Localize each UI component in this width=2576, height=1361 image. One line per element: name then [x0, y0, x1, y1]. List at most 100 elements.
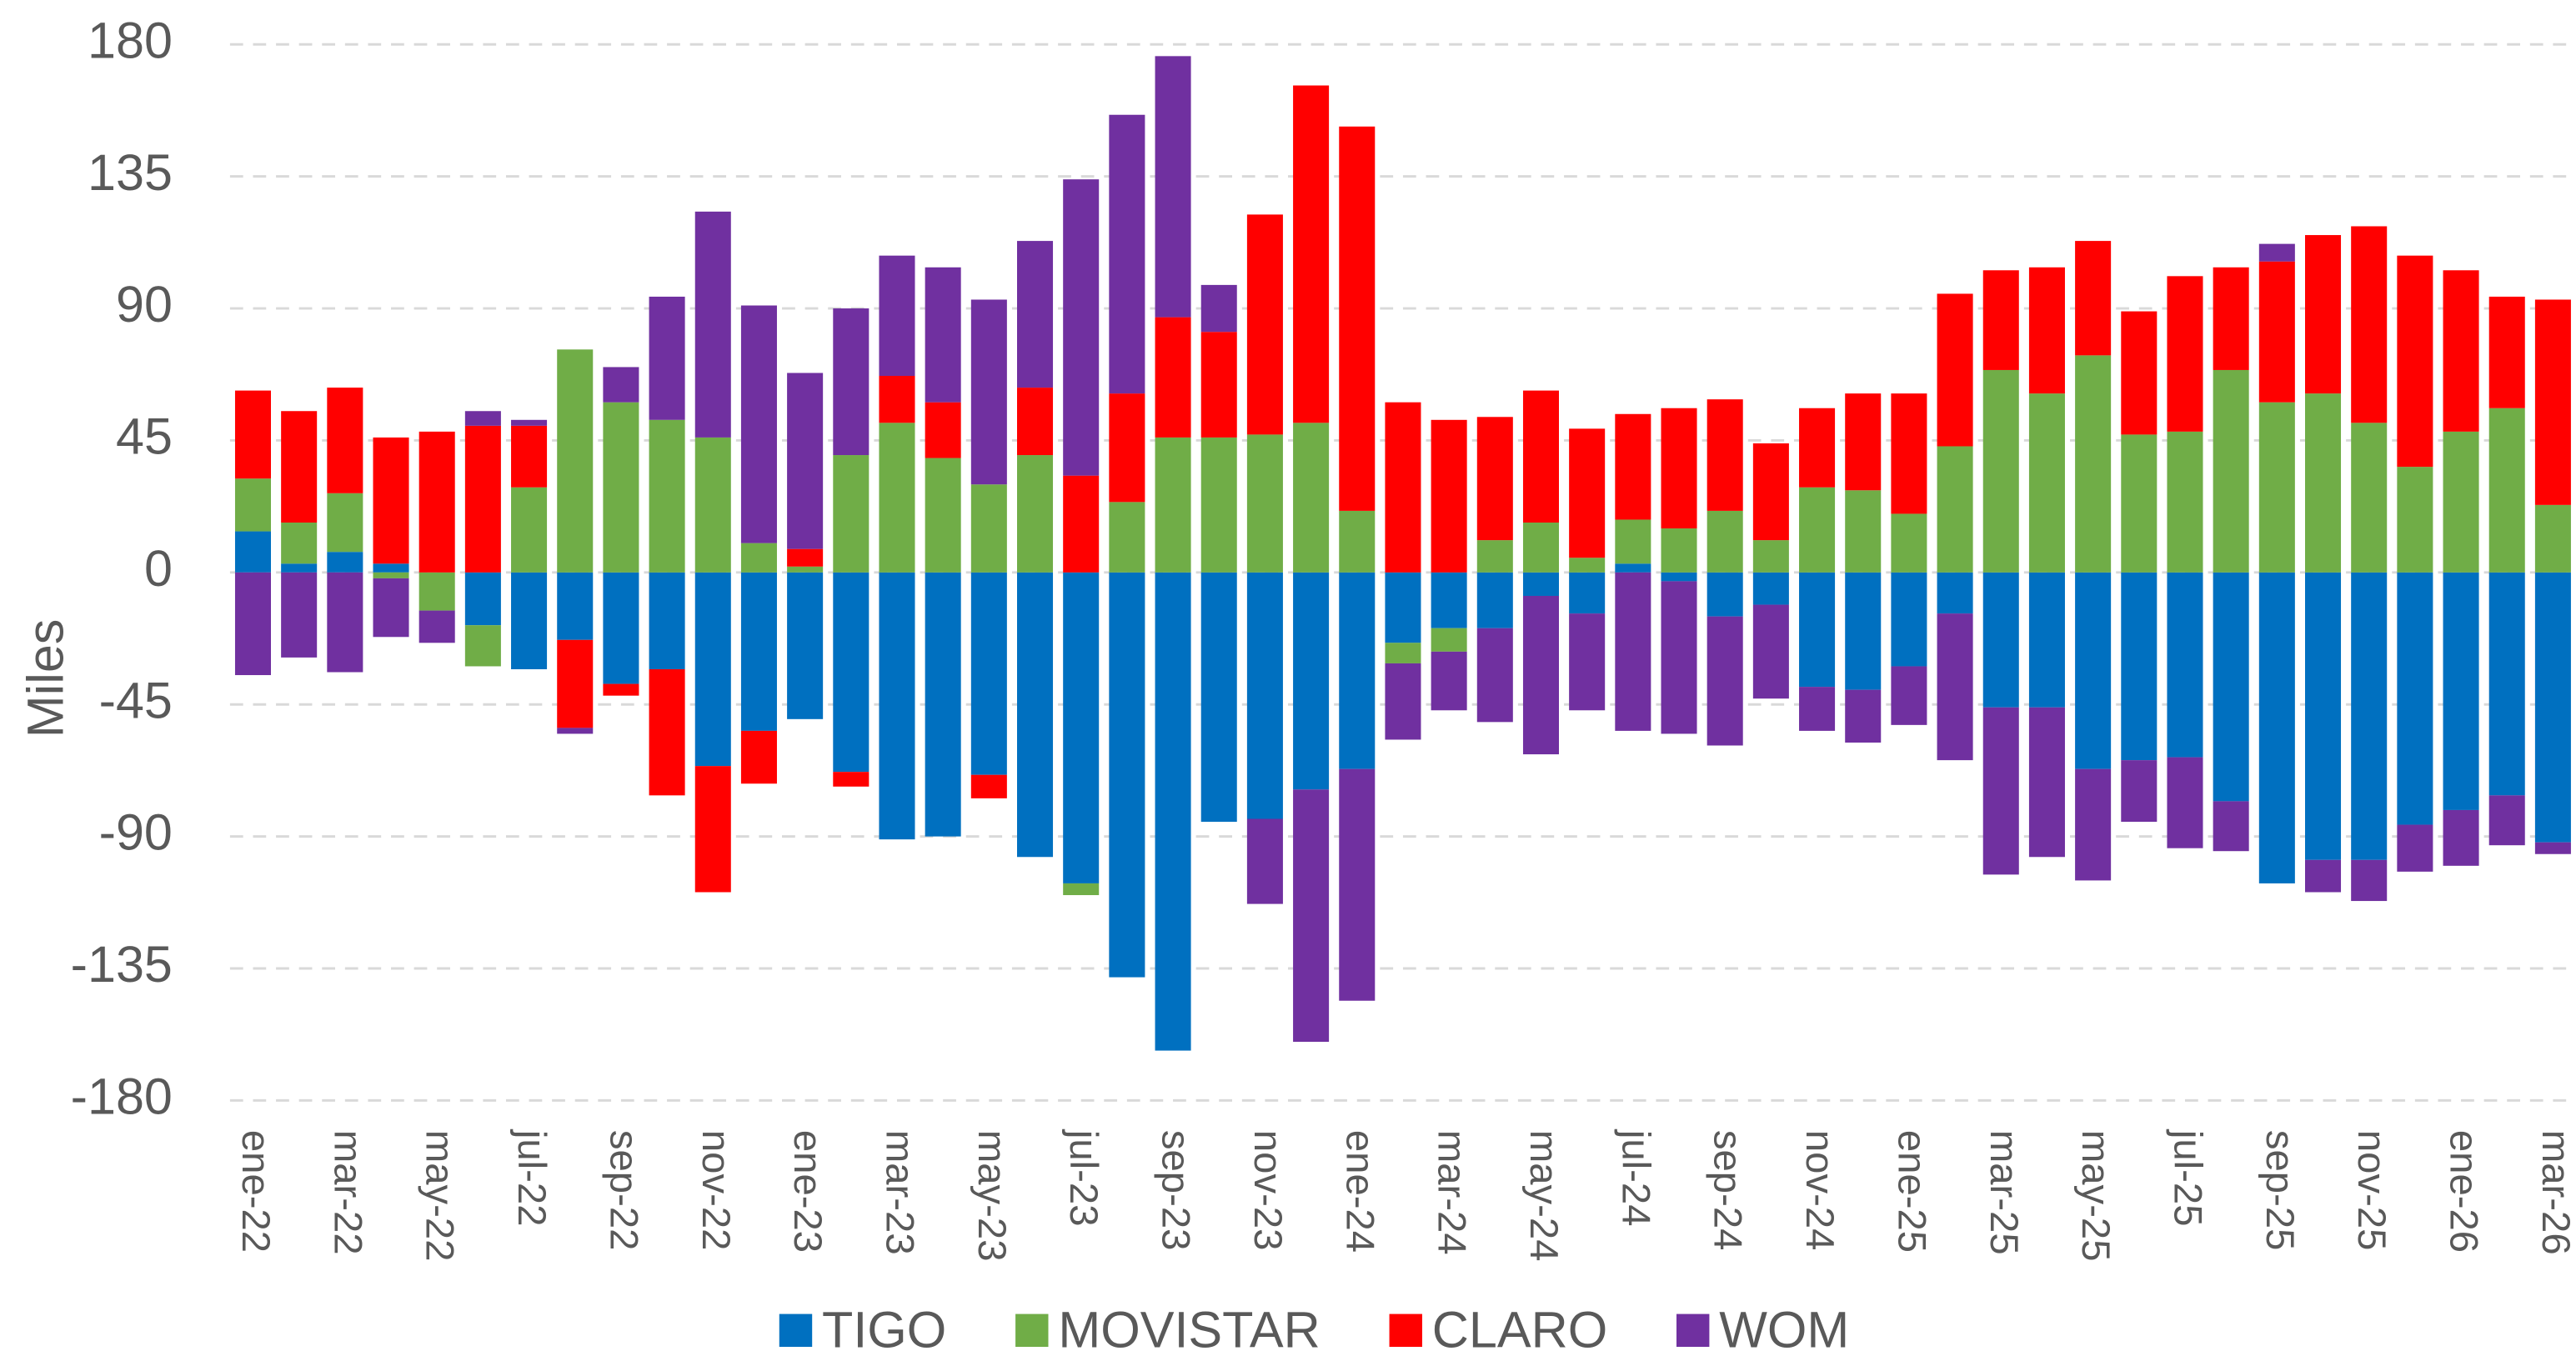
bar	[281, 522, 318, 564]
bar	[649, 296, 685, 420]
bar	[1246, 214, 1283, 435]
bar	[2443, 572, 2479, 810]
x-tick-label: ene-23	[785, 1130, 829, 1253]
bar	[1431, 419, 1467, 573]
bar	[2304, 235, 2342, 394]
y-tick-label: -90	[99, 804, 173, 861]
y-axis-label: Miles	[17, 619, 73, 738]
bar	[464, 572, 501, 626]
x-tick-label: nov-25	[2349, 1130, 2393, 1251]
legend-swatch	[1389, 1313, 1422, 1347]
bar	[1891, 666, 1927, 725]
y-tick-label: -180	[71, 1068, 173, 1125]
bar	[649, 419, 685, 573]
bar	[1799, 487, 1836, 573]
x-tick-label: jul-22	[509, 1128, 554, 1227]
bar	[2167, 572, 2203, 758]
bar	[234, 531, 272, 573]
bar	[1752, 443, 1789, 541]
bar	[1661, 528, 1697, 573]
x-tick-label: mar-26	[2533, 1130, 2576, 1255]
bar	[1982, 270, 2019, 370]
bar	[1476, 628, 1513, 723]
bar	[2167, 431, 2203, 573]
y-tick-label: 180	[88, 12, 173, 68]
bar	[1615, 563, 1651, 573]
bar	[464, 425, 501, 573]
bar	[1016, 572, 1054, 858]
bar	[1063, 572, 1100, 883]
bar	[649, 668, 685, 796]
x-tick-label: jul-23	[1061, 1128, 1105, 1227]
bar	[1200, 284, 1237, 333]
legend-swatch	[1676, 1313, 1710, 1347]
bar	[1200, 437, 1237, 573]
bar	[234, 478, 272, 532]
bar	[511, 572, 548, 669]
bar	[1293, 572, 1330, 790]
bar	[1706, 572, 1743, 617]
bar	[1476, 540, 1513, 573]
bar	[2443, 270, 2479, 432]
x-tick-label: may-23	[970, 1130, 1014, 1262]
bar	[2351, 423, 2388, 573]
bar	[373, 437, 409, 564]
bar	[1615, 572, 1651, 731]
bar	[373, 563, 409, 573]
bar	[1661, 408, 1697, 529]
bar	[1063, 883, 1100, 896]
bar	[970, 774, 1007, 798]
bar	[234, 390, 272, 479]
x-tick-label: jul-24	[1613, 1128, 1657, 1227]
bar	[879, 572, 915, 840]
bar	[1569, 572, 1606, 614]
legend-swatch	[1015, 1313, 1049, 1347]
x-tick-label: may-22	[418, 1130, 462, 1262]
bar	[1200, 332, 1237, 438]
bar	[1109, 502, 1145, 573]
y-tick-label: 90	[116, 276, 173, 333]
bar	[557, 572, 594, 640]
bar	[2121, 434, 2158, 573]
bar	[694, 766, 731, 893]
bar	[694, 572, 731, 767]
bar	[2304, 859, 2342, 893]
bar	[1799, 572, 1836, 688]
bar	[925, 402, 961, 458]
y-tick-label: -135	[71, 936, 173, 993]
bar	[740, 305, 777, 543]
bar	[2213, 801, 2249, 852]
bar	[2397, 824, 2433, 872]
x-tick-label: mar-25	[1982, 1130, 2026, 1255]
bar	[603, 402, 639, 573]
bar	[1385, 402, 1421, 573]
bar	[1385, 643, 1421, 663]
bar	[2258, 261, 2295, 403]
bar	[1431, 651, 1467, 711]
legend-label: CLARO	[1432, 1301, 1607, 1358]
bar	[1155, 317, 1191, 438]
bar	[1339, 510, 1376, 573]
bar	[1799, 687, 1836, 731]
x-tick-label: may-25	[2073, 1130, 2117, 1262]
bar	[511, 425, 548, 488]
bar	[1752, 572, 1789, 605]
bar	[1982, 707, 2019, 875]
bar	[2121, 572, 2158, 761]
x-tick-label: sep-24	[1706, 1130, 1750, 1251]
bar	[2075, 241, 2112, 356]
bar	[1891, 513, 1927, 573]
bar	[2534, 842, 2571, 854]
bar	[1293, 85, 1330, 423]
bar	[1063, 475, 1100, 573]
bar	[234, 572, 272, 676]
bar	[2258, 243, 2295, 262]
bar	[1016, 388, 1054, 456]
bar	[1982, 369, 2019, 573]
bar	[1339, 126, 1376, 511]
bar	[1155, 56, 1191, 318]
bar	[2443, 431, 2479, 573]
bar	[2304, 393, 2342, 573]
bar	[1109, 572, 1145, 978]
bar	[1937, 293, 1973, 447]
